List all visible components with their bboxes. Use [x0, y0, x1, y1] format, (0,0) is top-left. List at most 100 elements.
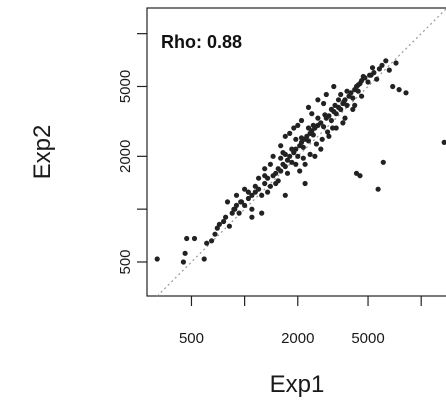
- data-point: [312, 153, 318, 159]
- data-point: [338, 106, 344, 112]
- data-point: [282, 192, 288, 198]
- data-point: [380, 159, 386, 165]
- data-point: [204, 240, 210, 246]
- data-point: [302, 161, 308, 167]
- data-point: [233, 192, 240, 198]
- data-point: [212, 231, 218, 237]
- x-tick-label: 5000: [351, 330, 384, 347]
- data-point: [262, 173, 268, 179]
- data-point: [332, 102, 338, 108]
- data-point: [282, 151, 288, 157]
- data-point: [259, 192, 265, 198]
- data-point: [242, 186, 248, 192]
- data-point: [315, 115, 321, 121]
- data-point: [342, 115, 348, 121]
- identity-reference-line: [156, 8, 446, 297]
- y-tick-label: 500: [117, 249, 134, 274]
- data-point: [297, 168, 303, 174]
- data-point: [245, 195, 251, 202]
- data-point: [252, 183, 258, 189]
- x-tick-label: 2000: [281, 330, 314, 347]
- data-point: [267, 161, 273, 167]
- y-tick-label: 2000: [117, 140, 134, 173]
- data-point: [262, 166, 268, 172]
- data-point: [322, 112, 328, 118]
- data-point: [355, 82, 361, 88]
- data-point: [249, 192, 255, 198]
- data-point: [267, 183, 273, 189]
- data-point: [313, 141, 319, 147]
- plot-frame: [146, 7, 446, 297]
- data-point: [305, 125, 312, 131]
- data-point: [270, 153, 276, 159]
- data-point: [289, 159, 295, 165]
- data-point: [293, 136, 299, 142]
- data-point: [360, 73, 366, 80]
- data-point: [226, 223, 232, 229]
- data-point: [341, 99, 347, 105]
- data-point: [305, 104, 312, 110]
- data-point: [355, 88, 361, 94]
- data-point: [278, 155, 284, 161]
- data-point: [321, 100, 327, 107]
- data-point: [340, 120, 346, 126]
- data-point: [350, 106, 356, 112]
- data-point: [249, 206, 255, 212]
- data-point: [350, 95, 356, 101]
- data-point: [256, 175, 262, 181]
- data-point: [338, 91, 344, 98]
- data-point: [379, 62, 385, 68]
- data-point: [319, 136, 325, 142]
- data-point: [344, 88, 350, 94]
- data-point: [282, 163, 288, 170]
- y-tick-label: 5000: [117, 70, 134, 103]
- data-point: [180, 259, 186, 265]
- data-point: [326, 113, 332, 119]
- data-point: [284, 157, 291, 163]
- data-point: [328, 106, 334, 112]
- data-point: [330, 125, 336, 131]
- data-point: [224, 199, 231, 205]
- data-point: [309, 111, 315, 117]
- data-point: [318, 146, 324, 152]
- data-point: [302, 180, 308, 187]
- data-point: [331, 83, 337, 90]
- data-point: [300, 155, 306, 161]
- data-point: [371, 70, 377, 76]
- data-point: [259, 210, 265, 216]
- data-point: [221, 218, 227, 225]
- data-point: [333, 111, 339, 117]
- data-point: [383, 58, 389, 64]
- data-point: [376, 66, 382, 72]
- data-point: [298, 117, 305, 124]
- data-point: [182, 250, 188, 256]
- data-point: [184, 235, 190, 242]
- data-point: [273, 170, 279, 176]
- data-point: [236, 210, 242, 216]
- data-point: [344, 102, 350, 108]
- data-point: [374, 76, 380, 82]
- data-point: [233, 202, 240, 208]
- data-point: [265, 189, 271, 195]
- data-point: [305, 138, 312, 144]
- y-axis: 500 2000 5000: [117, 33, 147, 274]
- data-point: [209, 238, 215, 244]
- data-point: [295, 153, 301, 159]
- data-point: [295, 122, 301, 128]
- data-point: [393, 60, 399, 66]
- y-axis-title: Exp2: [29, 125, 56, 180]
- data-point: [310, 122, 316, 128]
- data-point: [231, 206, 237, 212]
- x-axis: 500 2000 5000: [179, 296, 422, 347]
- data-point: [249, 214, 255, 220]
- data-point: [325, 129, 331, 135]
- data-point: [262, 180, 268, 187]
- data-point: [191, 235, 198, 242]
- data-point: [315, 97, 321, 103]
- data-point: [293, 161, 299, 167]
- data-point: [289, 146, 295, 152]
- data-point: [323, 91, 329, 98]
- data-point: [298, 139, 305, 145]
- data-point: [328, 117, 334, 124]
